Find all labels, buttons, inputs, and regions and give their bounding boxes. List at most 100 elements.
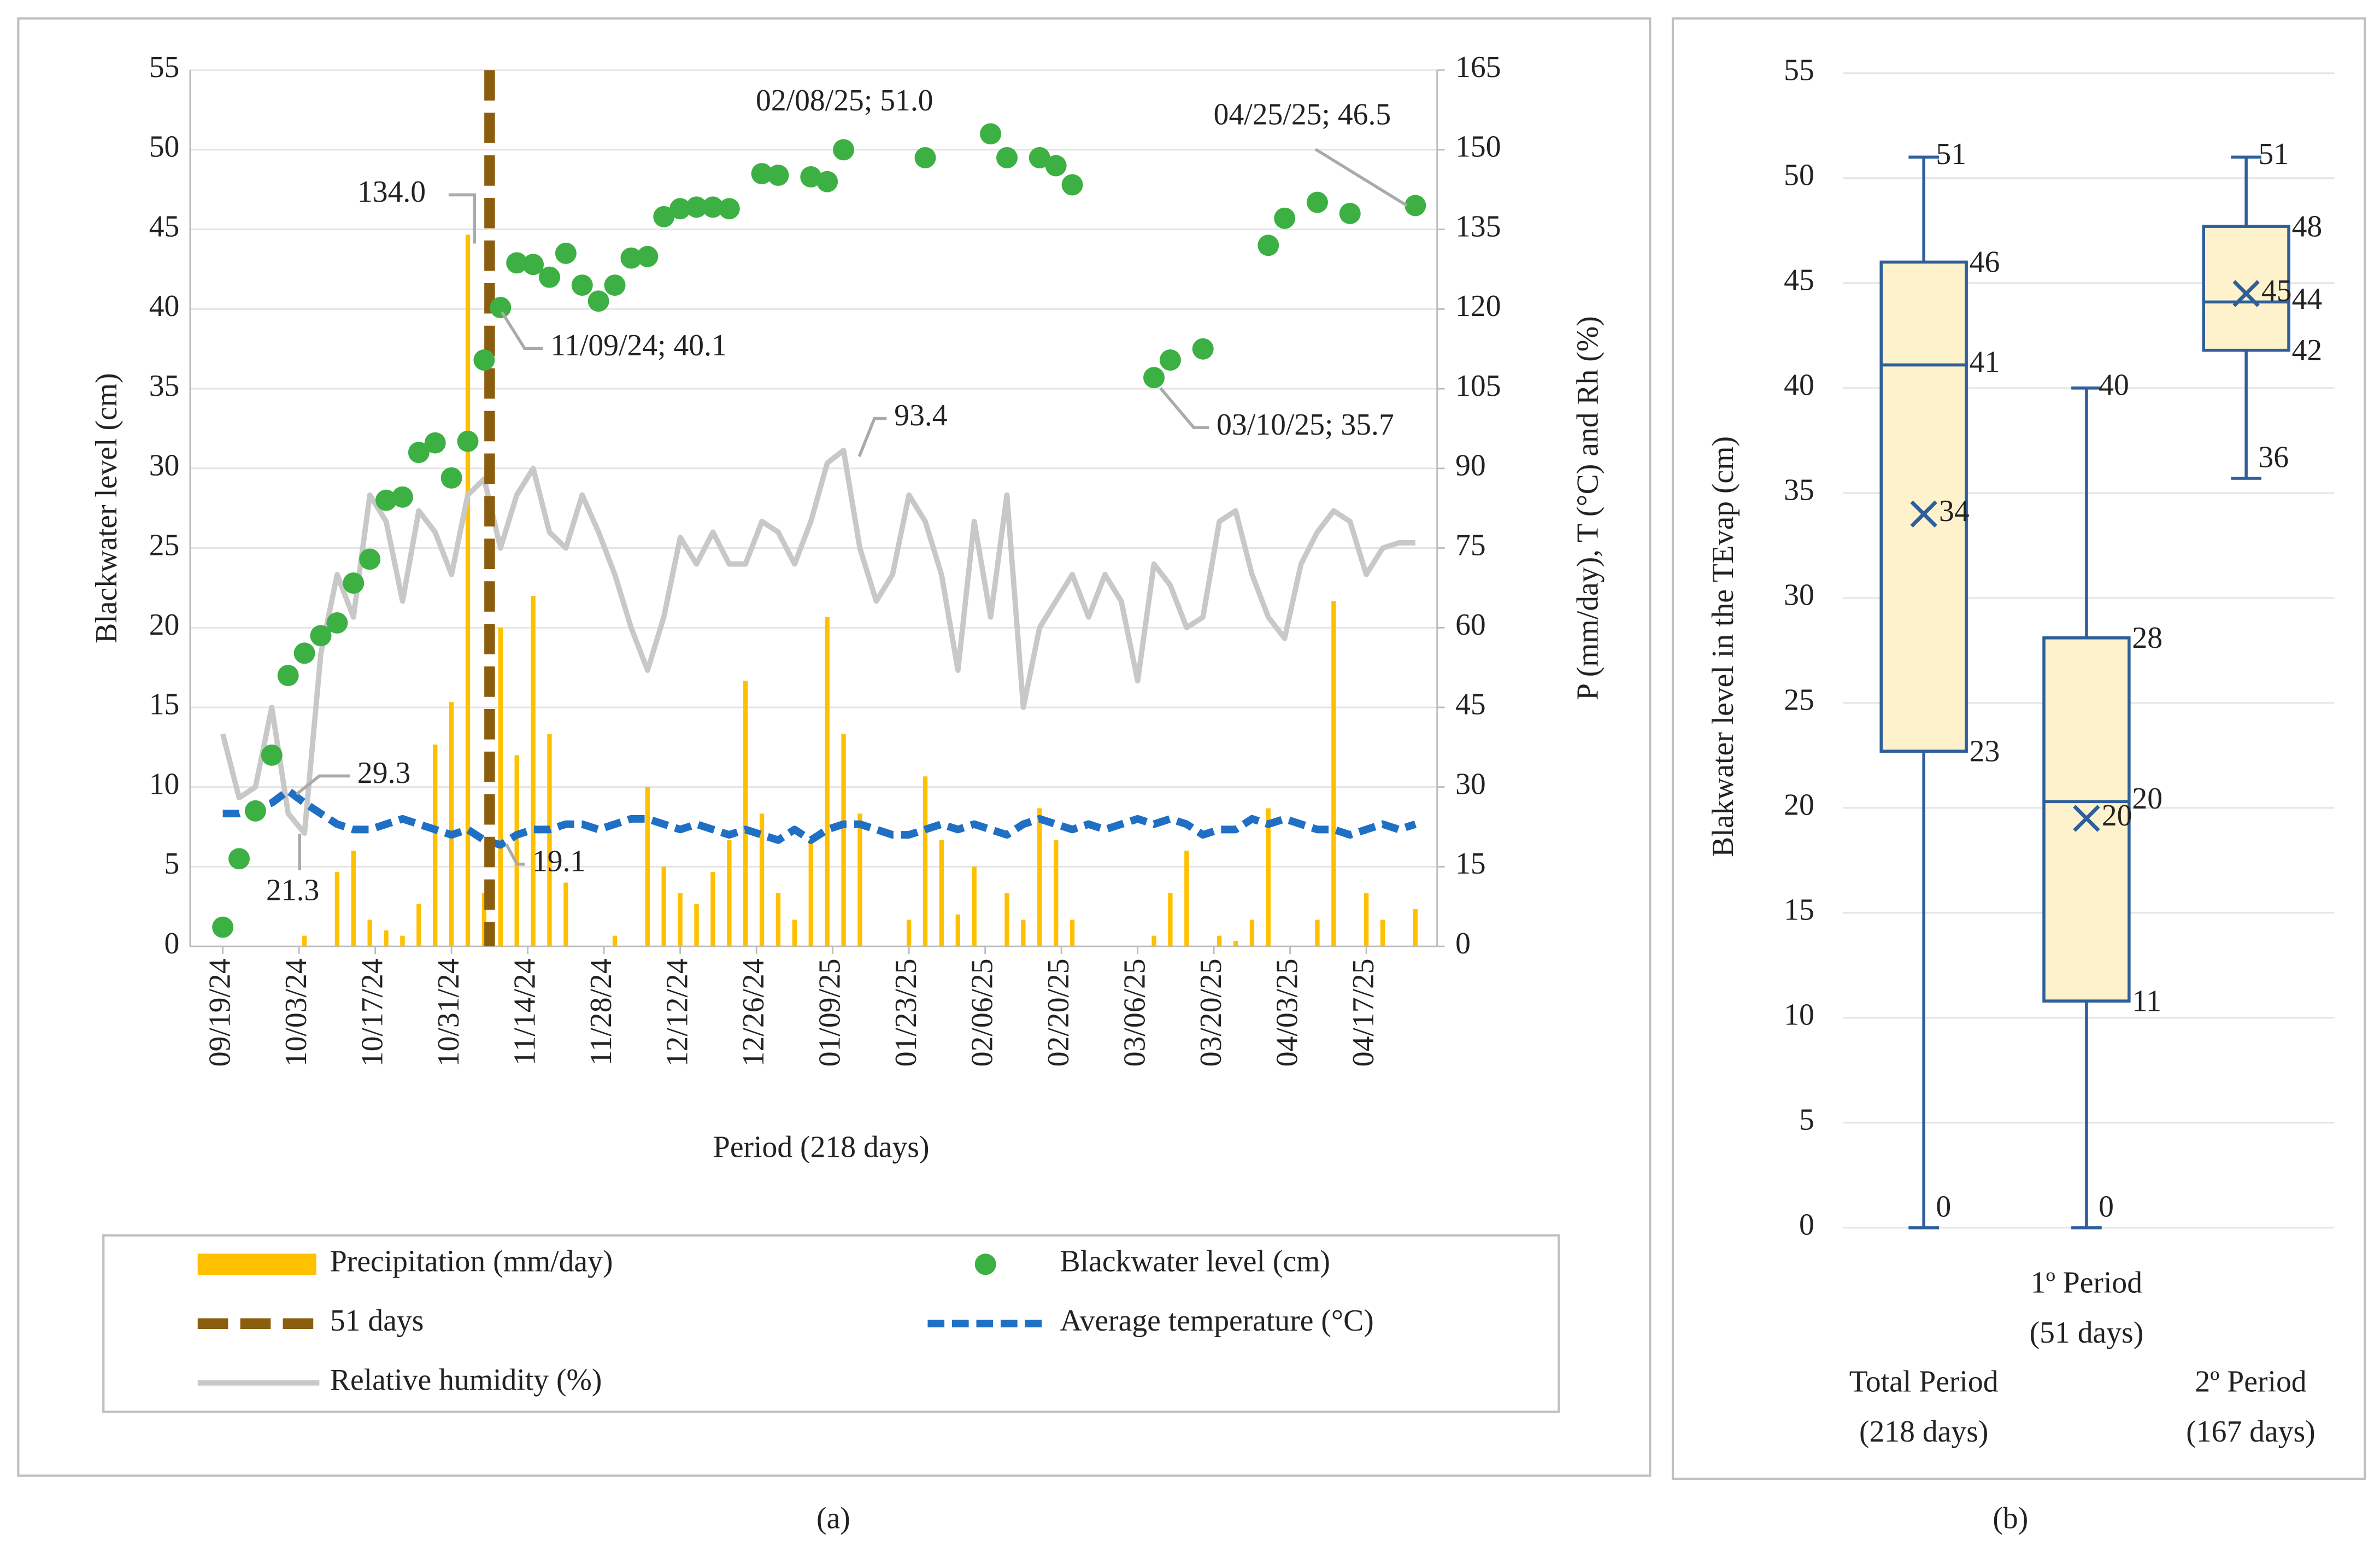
x-category-label: (51 days) [2030,1316,2144,1350]
y-tick-label: 30 [1784,578,1814,612]
precip-bar [825,617,830,947]
y2-tick-label: 105 [1455,369,1501,403]
y2-tick-label: 45 [1455,688,1486,722]
y2-tick-label: 135 [1455,209,1501,243]
y2-axis-label: P (mm/day), T (°C) and Rh (%) [1571,316,1605,700]
level-point [1405,195,1426,216]
precip-bar [547,734,552,947]
level-point [1339,203,1361,225]
precip-bar [1168,893,1173,947]
annotation: 134.0 [357,175,426,209]
precip-bar [1249,919,1255,947]
annotation-leader [448,193,476,244]
level-point [555,242,577,264]
level-point [996,147,1018,169]
level-point [244,800,266,822]
level-point [767,165,789,186]
box [2202,225,2290,352]
annotation-leader [1159,387,1209,429]
level-point [212,916,234,938]
y-tick-label: 40 [1784,368,1814,402]
legend-label: Relative humidity (%) [330,1363,602,1397]
level-point [800,166,822,188]
precip-bar [498,628,503,947]
level-point [718,198,740,220]
level-point [473,349,495,371]
y-axis-label: Blakwater level in the TEvap (cm) [1706,436,1740,857]
level-point [637,245,659,267]
x-tick-label: 10/03/24 [279,958,313,1067]
precip-bar [1004,893,1009,947]
level-point [1159,349,1181,371]
y-tick-label: 50 [1784,159,1814,192]
x-category-label: (218 days) [1859,1415,1988,1449]
y-tick-label: 10 [149,767,180,801]
precip-bar [1331,601,1336,947]
level-point [587,290,609,312]
y-tick-label: 20 [149,608,180,642]
y-tick-label: 30 [149,449,180,483]
level-point [1045,155,1067,177]
y-tick-label: 55 [149,50,180,84]
precip-bar [302,935,307,947]
level-point [1061,174,1083,196]
x-category-label: 2º Period [2195,1364,2306,1398]
x-category-label: Total Period [1849,1364,1999,1398]
value-label: 34 [1939,494,1970,528]
y-tick-label: 45 [1784,263,1814,297]
y-tick-label: 35 [149,369,180,403]
precip-bar [972,866,977,947]
panel-b-frame [1671,17,2366,1480]
precip-bar [694,904,699,947]
precip-bar [465,235,471,947]
value-label: 28 [2132,621,2162,655]
y-tick-label: 0 [164,927,180,960]
level-point [490,296,512,318]
level-point [1143,367,1165,389]
precip-bar [743,681,748,947]
precip-bar [1054,840,1059,947]
annotation: 04/25/25; 46.5 [1214,97,1391,131]
annotation: 02/08/25; 51.0 [756,84,933,118]
precip-bar [449,702,454,947]
level-point [293,642,315,664]
y-tick-label: 55 [1784,54,1814,87]
x-category-label: 1º Period [2031,1266,2142,1299]
value-label: 40 [2099,368,2129,402]
mean-marker [2232,280,2260,307]
x-tick-label: 09/19/24 [203,958,237,1067]
precip-bar [1315,919,1320,947]
precip-bar [1037,808,1042,947]
y-tick-label: 5 [164,847,180,881]
annotation: 21.3 [266,873,319,907]
precip-bar [612,935,618,947]
x-tick-label: 03/20/25 [1194,958,1228,1067]
precip-bar [384,930,389,947]
precip-bar [906,919,912,947]
precip-bar [563,882,568,947]
level-point [571,274,593,296]
y2-tick-label: 30 [1455,767,1486,801]
precip-bar [939,840,944,947]
value-label: 48 [2292,209,2323,243]
level-point [1029,147,1050,169]
precip-bar [841,734,846,947]
precip-bar [808,840,813,947]
y2-tick-label: 75 [1455,528,1486,562]
level-point [228,848,250,870]
level-point [391,486,413,508]
level-point [980,123,1002,145]
level-point [408,442,430,464]
level-point [686,196,708,218]
precip-bar [351,851,356,947]
value-label: 44 [2292,282,2323,316]
level-point [1307,191,1328,213]
precip-bar [531,595,536,947]
level-point [604,274,626,296]
panel-label: (b) [1993,1502,2028,1536]
y-tick-label: 40 [149,289,180,323]
level-point [326,612,348,634]
value-label: 23 [1970,735,2000,769]
